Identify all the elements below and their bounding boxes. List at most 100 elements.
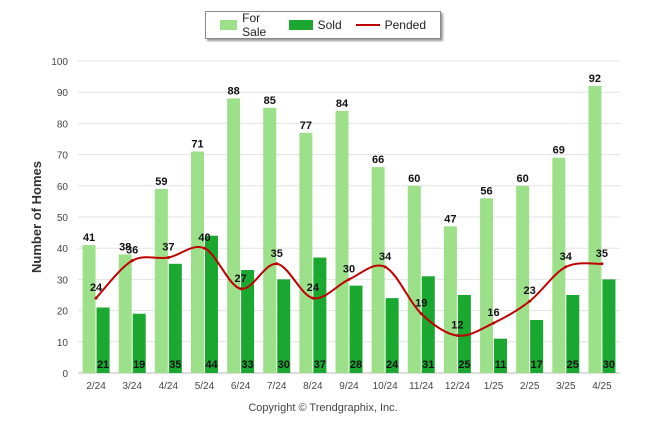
pended-swatch [355,24,380,26]
legend-item-pended[interactable]: Pended [355,18,426,32]
y-tick-label: 50 [57,213,69,224]
bar-for-sale [443,226,457,373]
grid [78,60,620,374]
bar-for-sale [82,245,96,373]
data-label-sold: 19 [133,359,145,371]
y-tick-label: 20 [57,307,69,318]
bar-for-sale [480,198,494,373]
pended-point [455,334,459,338]
bar-for-sale [263,107,277,374]
sold-swatch [288,20,313,30]
pended-point [94,296,98,300]
data-label-for-sale: 71 [191,138,203,150]
pended-point [239,287,243,291]
data-label-pended: 36 [126,245,138,257]
data-label-pended: 24 [90,282,103,294]
bar-for-sale [552,157,566,373]
y-axis-ticks: 0 10 20 30 40 50 60 70 80 90 100 [51,57,68,380]
bars [82,85,616,374]
x-tick-label: 6/24 [231,381,251,392]
bar-sold [602,279,616,373]
bar-for-sale [227,98,241,373]
bar-sold [385,298,399,373]
y-tick-label: 30 [57,275,69,286]
data-label-sold: 33 [241,359,253,371]
bar-sold [494,338,508,373]
x-axis-ticks: 2/24 3/24 4/24 5/24 6/24 7/24 8/24 9/24 10/24 11/… [86,381,612,392]
data-label-for-sale: 47 [444,213,456,225]
data-label-pended: 35 [271,248,283,260]
pended-point [419,312,423,316]
legend-item-for-sale[interactable]: For Sale [220,11,275,39]
pended-point [311,296,315,300]
bar-sold [421,276,435,373]
bar-sold [457,295,471,373]
data-label-pended: 27 [234,273,246,285]
data-label-for-sale: 38 [119,241,131,253]
data-label-sold: 28 [350,359,362,371]
data-label-pended: 35 [596,248,608,260]
y-axis-label: Number of Homes [29,161,44,273]
data-label-pended: 37 [162,242,174,254]
data-label-pended: 19 [415,298,427,310]
legend-label-sold: Sold [317,18,342,32]
data-label-sold: 31 [422,359,434,371]
data-label-pended: 23 [524,285,536,297]
bar-sold [132,313,146,373]
data-label-for-sale: 41 [83,232,95,244]
bar-sold [241,270,255,373]
for-sale-swatch [220,20,238,30]
bar-sold [530,319,544,373]
data-label-pended: 30 [343,263,355,275]
x-tick-label: 4/25 [592,381,612,392]
bar-sold [204,235,218,373]
y-tick-label: 0 [62,369,68,380]
data-label-for-sale: 77 [300,120,312,132]
legend-label-for-sale: For Sale [242,11,267,39]
data-label-pended: 12 [451,320,463,332]
data-labels: 41 21 38 19 59 35 71 44 88 33 85 30 77 37 84 28 66 24 60 31… [83,73,615,371]
data-label-for-sale: 56 [480,185,492,197]
pended-point [492,321,496,325]
pended-point [347,277,351,281]
y-tick-label: 100 [51,57,68,68]
x-tick-label: 11/24 [409,381,434,392]
data-label-pended: 24 [307,282,320,294]
legend: For Sale Sold Pended [205,11,441,39]
bar-for-sale [588,85,602,374]
x-tick-label: 2/25 [520,381,540,392]
bar-sold [313,257,327,373]
bar-sold [96,307,110,373]
data-label-for-sale: 66 [372,154,384,166]
y-tick-label: 90 [57,88,69,99]
data-label-sold: 25 [458,359,470,371]
pended-point [202,246,206,250]
data-label-sold: 24 [386,359,399,371]
data-label-pended: 16 [487,307,499,319]
data-label-for-sale: 59 [155,176,167,188]
data-label-sold: 30 [278,359,290,371]
bar-for-sale [371,167,385,373]
y-tick-label: 10 [57,338,69,349]
legend-item-sold[interactable]: Sold [288,18,342,32]
pended-point [564,265,568,269]
bar-for-sale [299,132,313,373]
pended-line [94,246,604,338]
bar-for-sale [154,188,168,373]
data-label-sold: 37 [314,359,326,371]
data-label-sold: 30 [603,359,615,371]
data-label-for-sale: 60 [517,173,529,185]
x-tick-label: 1/25 [484,381,504,392]
data-label-sold: 17 [531,359,543,371]
bar-for-sale [118,254,132,373]
x-tick-label: 5/24 [195,381,215,392]
legend-label-pended: Pended [384,18,426,32]
data-label-pended: 34 [379,251,392,263]
y-tick-label: 60 [57,182,69,193]
bar-sold [277,279,291,373]
data-label-for-sale: 88 [227,85,239,97]
bar-sold [168,263,182,373]
data-label-pended: 34 [560,251,573,263]
x-tick-label: 12/24 [445,381,470,392]
x-tick-label: 2/24 [86,381,106,392]
